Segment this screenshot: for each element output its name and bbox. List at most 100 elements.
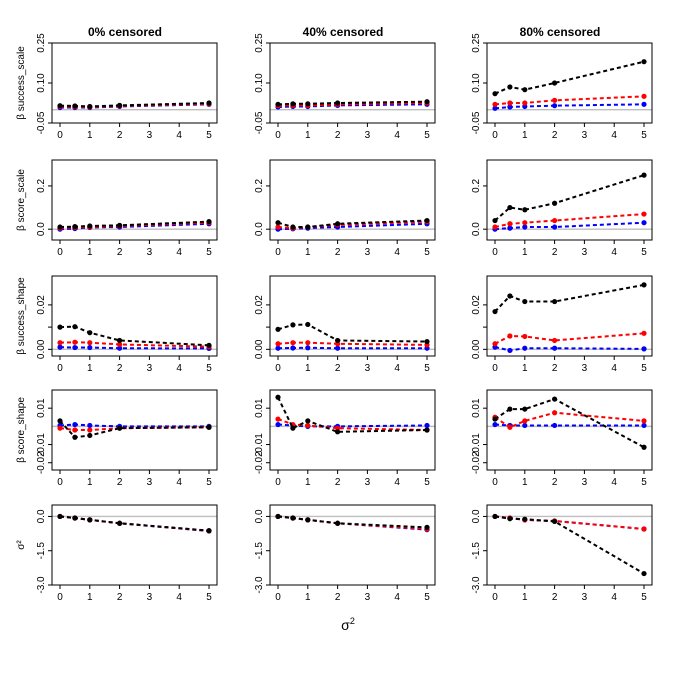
x-tick-label: 1 — [305, 363, 311, 374]
data-point-red — [641, 211, 647, 217]
x-tick-label: 2 — [335, 477, 341, 488]
data-point-red — [492, 101, 498, 107]
data-point-black — [275, 220, 281, 226]
data-point-black — [206, 528, 212, 534]
panel-r2-c0: 0 1 2 3 4 5 0.00 0.02 β success_shape — [16, 275, 218, 374]
y-axis-label-row-3: β score_shape — [16, 397, 27, 463]
data-point-black — [57, 418, 63, 424]
panel-frame — [269, 389, 436, 471]
x-tick-label: 5 — [424, 363, 430, 374]
panel-r2-c2: 0 1 2 3 4 5 0.00 0.02 — [471, 275, 653, 374]
data-point-black — [424, 217, 430, 224]
series-line-blue — [494, 423, 644, 427]
panel-r0-c1: 0 1 2 3 4 5 -0.05 0.10 0.25 — [254, 33, 436, 141]
data-point-black — [290, 224, 296, 230]
column-title-2: 80% censored — [520, 25, 601, 39]
data-point-black — [552, 200, 558, 206]
data-point-red — [305, 340, 311, 346]
y-tick-label: 0.00 — [36, 339, 47, 359]
data-point-blue — [290, 345, 296, 351]
data-point-red — [87, 340, 93, 346]
data-point-red — [552, 410, 558, 416]
data-point-red — [522, 333, 528, 340]
x-tick-label: 2 — [335, 592, 341, 603]
y-tick-label: -0.05 — [254, 111, 265, 134]
data-point-black — [305, 224, 311, 230]
data-point-black — [424, 338, 430, 345]
y-tick-label: 0.25 — [36, 33, 47, 53]
data-point-blue — [552, 224, 558, 230]
data-point-black — [117, 102, 123, 108]
x-tick-label: 0 — [57, 592, 63, 603]
x-tick-label: 5 — [424, 477, 430, 488]
x-tick-label: 3 — [365, 477, 371, 488]
y-tick-label: 0.2 — [254, 179, 265, 193]
y-tick-label: -0.01 — [471, 433, 482, 456]
y-tick-label: 0.0 — [36, 222, 47, 236]
x-tick-label: 4 — [176, 247, 182, 258]
y-tick-label: 0.25 — [254, 33, 265, 53]
series-line-red — [277, 341, 428, 346]
y-tick-label: 0.0 — [254, 509, 265, 523]
data-point-blue — [522, 224, 528, 230]
data-point-black — [87, 432, 93, 439]
y-tick-label: -0.05 — [36, 111, 47, 134]
x-tick-label: 1 — [87, 592, 93, 603]
y-tick-label: 0.02 — [471, 295, 482, 315]
column-title-1: 40% censored — [303, 25, 384, 39]
data-point-red — [57, 340, 63, 346]
series-line-black — [494, 515, 645, 575]
x-tick-label: 0 — [492, 247, 498, 258]
data-point-black — [117, 337, 123, 344]
data-point-black — [552, 396, 558, 402]
x-tick-label: 5 — [641, 592, 647, 603]
y-tick-label: 0.10 — [36, 73, 47, 93]
x-tick-label: 2 — [335, 363, 341, 374]
data-point-red — [72, 339, 78, 345]
x-tick-label: 2 — [335, 130, 341, 141]
panel-r4-c2: 0 1 2 3 4 5 0.0 -1.5 -3.0 — [471, 504, 653, 603]
y-tick-label: -3.0 — [254, 576, 265, 594]
x-tick-label: 2 — [552, 477, 558, 488]
data-point-red — [275, 224, 281, 230]
data-point-black — [275, 394, 281, 400]
data-point-black — [87, 517, 93, 523]
data-point-blue — [57, 344, 63, 350]
data-point-black — [522, 207, 528, 213]
x-tick-label: 5 — [424, 130, 430, 141]
x-tick-label: 3 — [147, 130, 153, 141]
data-point-black — [57, 224, 63, 230]
series-line-red — [494, 95, 645, 106]
data-point-black — [275, 101, 281, 107]
x-tick-label: 0 — [275, 247, 281, 258]
data-point-blue — [117, 345, 123, 351]
data-point-black — [57, 324, 63, 330]
data-point-blue — [552, 422, 558, 429]
x-tick-label: 3 — [365, 130, 371, 141]
panel-r3-c1: 0 1 2 3 4 5 0.01 -0.01-0.02 — [254, 389, 436, 488]
data-point-black — [641, 444, 647, 450]
x-tick-label: 5 — [206, 477, 212, 488]
x-tick-label: 1 — [305, 592, 311, 603]
x-tick-label: 2 — [117, 592, 123, 603]
data-point-blue — [87, 344, 93, 351]
panel-r3-c0: 0 1 2 3 4 5 0.01 -0.01-0.02 β score_shape — [16, 389, 218, 488]
panel-r4-c1: 0 1 2 3 4 5 0.0 -1.5 -3.0 — [254, 504, 436, 603]
data-point-red — [507, 333, 513, 339]
data-point-black — [275, 513, 281, 520]
x-tick-label: 4 — [176, 592, 182, 603]
x-tick-label: 4 — [176, 363, 182, 374]
data-point-black — [335, 520, 341, 526]
y-tick-label: 0.02 — [36, 295, 47, 315]
panel-frame — [486, 504, 653, 586]
data-point-red — [305, 422, 311, 429]
data-point-black — [290, 515, 296, 521]
data-point-black — [492, 308, 498, 315]
x-tick-label: 3 — [365, 247, 371, 258]
data-point-black — [72, 515, 78, 521]
data-point-black — [424, 524, 430, 531]
data-point-blue — [72, 344, 78, 351]
panel-frame — [486, 275, 653, 357]
x-tick-label: 5 — [206, 363, 212, 374]
